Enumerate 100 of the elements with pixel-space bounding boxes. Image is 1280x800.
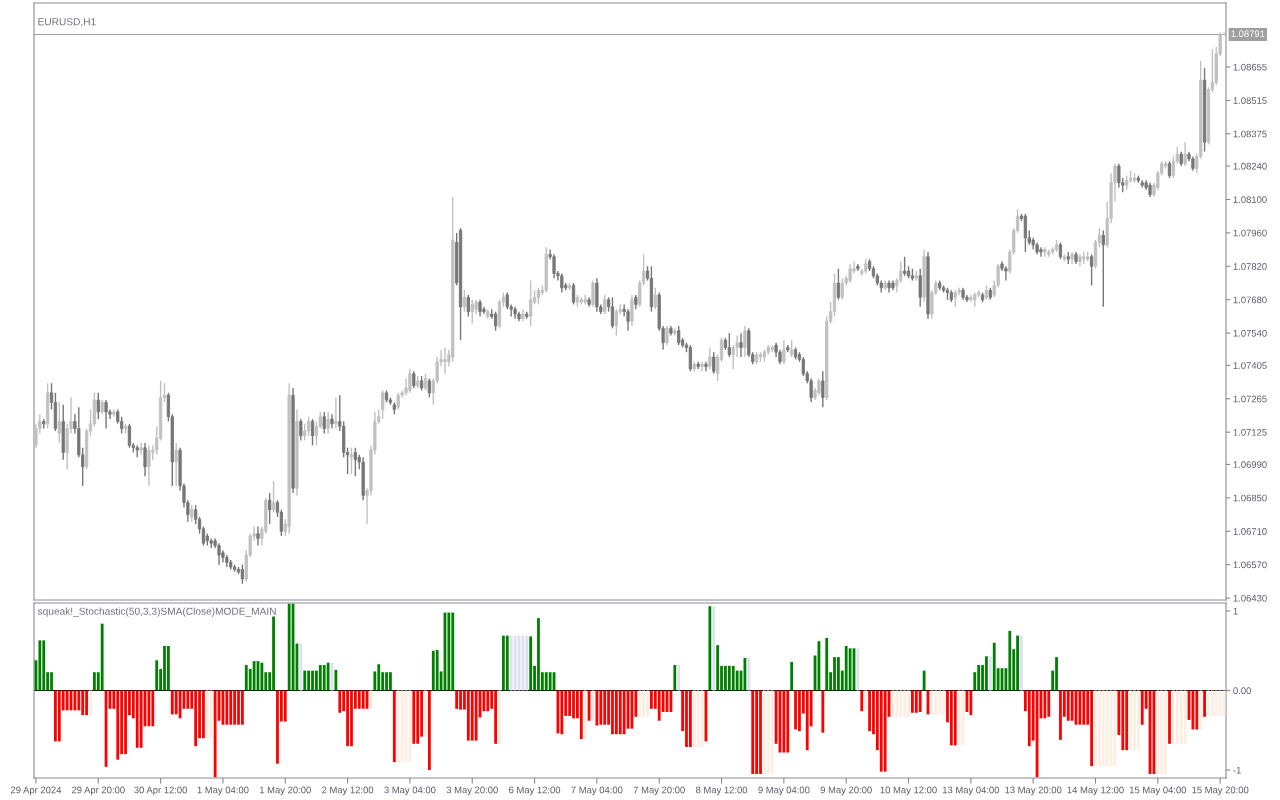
bar <box>977 665 981 691</box>
candlestick <box>677 325 681 346</box>
bar <box>988 656 992 691</box>
bar <box>1207 690 1210 716</box>
bar <box>470 690 474 741</box>
bar <box>57 690 61 742</box>
bar <box>833 657 836 691</box>
bar <box>860 690 864 712</box>
bar <box>205 690 209 739</box>
bar <box>930 690 934 715</box>
bar <box>396 690 400 763</box>
bar <box>918 690 922 712</box>
chart-title: squeak!_Stochastic(50,3,3)SMA(Close)MODE_MAIN <box>37 607 276 617</box>
bar <box>735 670 739 691</box>
bar <box>708 606 712 691</box>
bar <box>486 690 490 712</box>
bar <box>969 690 973 716</box>
bar <box>837 657 840 691</box>
bar <box>244 665 248 691</box>
bar <box>618 690 622 735</box>
bar <box>883 690 887 772</box>
bar <box>151 690 155 727</box>
y-tick-label: 1.08515 <box>1233 97 1267 104</box>
bar <box>1195 690 1199 730</box>
x-tick-label: 15 May 04:00 <box>1129 786 1187 796</box>
x-tick-label: 29 Apr 2024 <box>10 786 62 796</box>
bar <box>1172 690 1175 744</box>
bar <box>209 690 213 739</box>
bar <box>116 690 120 760</box>
bar <box>922 670 926 691</box>
bar <box>54 690 57 742</box>
candlestick <box>840 277 844 301</box>
bar <box>427 690 431 771</box>
y-tick-label: 1.08655 <box>1233 63 1267 71</box>
bar <box>451 612 455 691</box>
bar <box>155 660 159 691</box>
bar <box>431 650 435 691</box>
bar <box>579 690 583 740</box>
bar <box>100 623 104 691</box>
bar <box>525 635 529 691</box>
bar <box>794 690 797 730</box>
bar <box>583 690 587 740</box>
bar <box>1094 690 1097 767</box>
bar <box>762 690 766 775</box>
bar <box>1090 690 1094 767</box>
bar <box>455 690 459 709</box>
y-tick-label: 1.06710 <box>1233 528 1267 535</box>
bar <box>692 690 696 747</box>
bar <box>194 690 198 747</box>
bar <box>856 648 860 691</box>
bar <box>727 665 731 691</box>
x-tick-label: 1 May 20:00 <box>259 786 311 796</box>
bar <box>786 690 790 753</box>
bar <box>311 670 314 691</box>
bar <box>260 662 264 691</box>
bar <box>568 690 572 716</box>
bar <box>595 690 599 726</box>
x-tick-label: 15 May 20:00 <box>1192 786 1249 796</box>
y-tick-label: 1.08100 <box>1233 196 1267 203</box>
bar <box>170 690 174 715</box>
bar <box>494 690 498 744</box>
candlestick <box>268 492 272 525</box>
bar <box>907 690 910 717</box>
bar <box>299 643 303 691</box>
bar <box>844 645 848 691</box>
candlestick <box>529 279 533 327</box>
bar <box>283 690 287 722</box>
bar <box>361 690 365 709</box>
y-tick-label: 1.06990 <box>1233 461 1267 468</box>
bar <box>724 665 727 691</box>
bar <box>529 636 533 691</box>
x-tick-label: 13 May 20:00 <box>1005 786 1062 796</box>
bar <box>953 690 957 746</box>
bar <box>459 690 462 710</box>
candlestick <box>544 246 548 294</box>
bar <box>1059 690 1062 740</box>
y-tick-label: 1.07125 <box>1233 429 1267 436</box>
x-tick-label: 3 May 20:00 <box>446 786 498 796</box>
bar <box>868 690 871 732</box>
y-tick-label: 1.07405 <box>1233 362 1267 369</box>
bar <box>303 670 307 691</box>
bar <box>385 672 388 691</box>
bar <box>864 690 868 712</box>
bar <box>498 690 501 744</box>
bar <box>1016 635 1019 691</box>
bar <box>782 690 786 753</box>
bar <box>92 672 96 691</box>
y-tick-label: 1.07960 <box>1233 229 1267 237</box>
bar <box>1043 690 1047 719</box>
bar <box>377 664 381 691</box>
bar <box>751 690 755 775</box>
bar <box>646 690 649 717</box>
bar <box>326 662 330 691</box>
bar <box>1070 690 1074 721</box>
bar <box>139 690 143 748</box>
x-tick-label: 10 May 12:00 <box>880 786 937 796</box>
x-tick-label: 29 Apr 20:00 <box>71 786 125 796</box>
bar <box>712 606 716 691</box>
bar <box>77 690 81 711</box>
x-tick-label: 3 May 04:00 <box>384 786 436 796</box>
